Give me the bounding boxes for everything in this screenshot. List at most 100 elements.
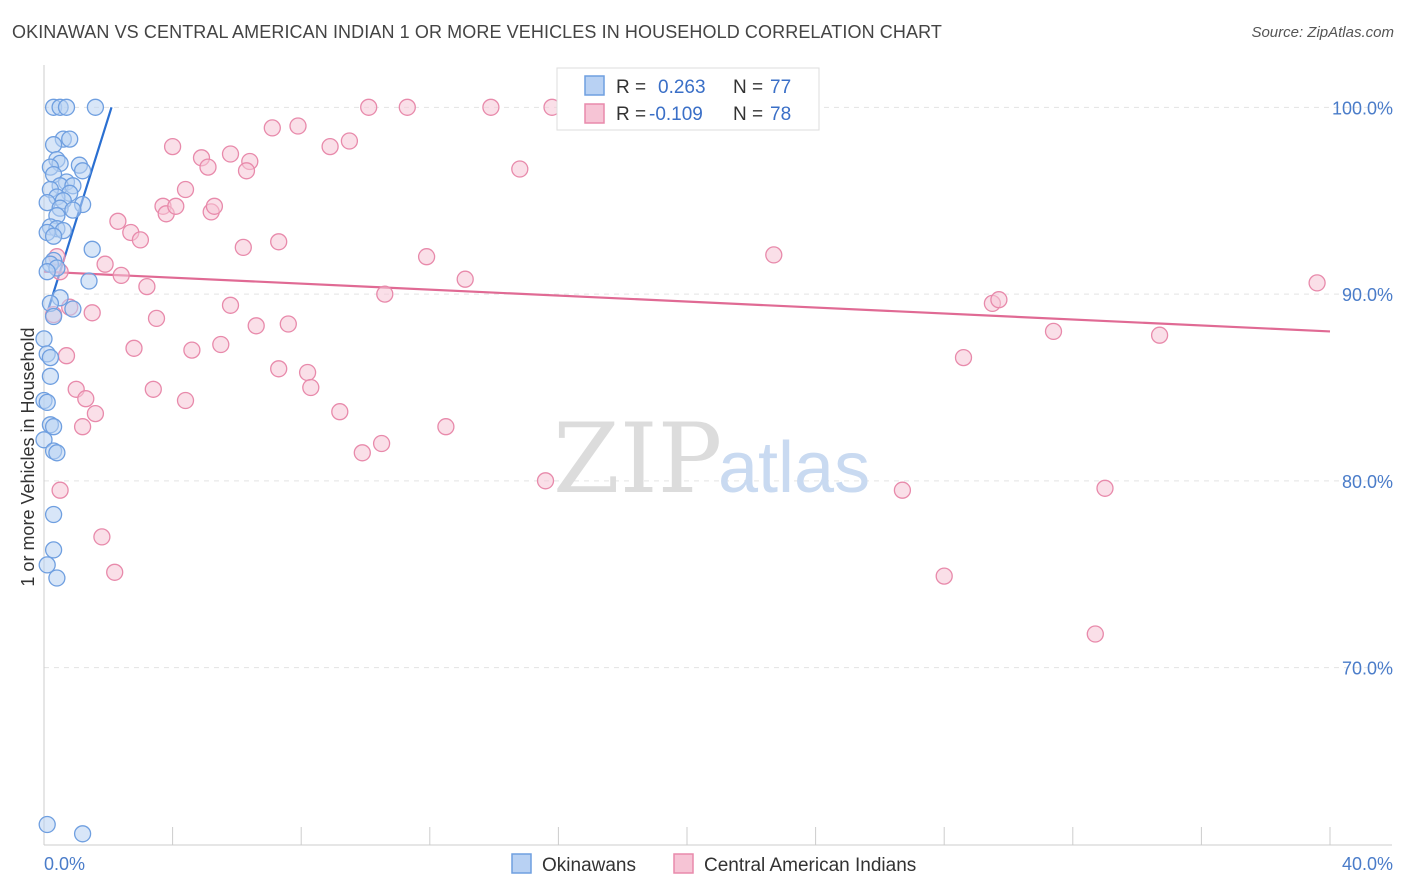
central-american-indian-point <box>270 360 288 378</box>
central-american-indian-point <box>302 378 320 397</box>
central-american-indian-point <box>83 304 101 322</box>
central-american-indian-point <box>163 137 182 156</box>
central-american-indian-point <box>96 255 114 273</box>
central-american-indian-point <box>376 285 394 303</box>
okinawan-point <box>38 556 56 574</box>
central-american-indian-point <box>183 341 201 359</box>
central-american-indian-point <box>86 404 105 423</box>
central-american-indian-point <box>321 137 339 156</box>
stats-r-value-2: -0.109 <box>649 104 703 125</box>
watermark-atlas: atlas <box>718 428 870 508</box>
central-american-indian-point <box>456 270 474 288</box>
central-american-indian-point <box>1096 479 1114 497</box>
stats-n-label-1: N = <box>733 77 763 98</box>
stats-r-label-1: R = <box>616 77 646 98</box>
okinawan-point <box>44 307 63 326</box>
okinawan-point <box>35 330 53 348</box>
central-american-indian-point <box>954 348 973 367</box>
central-american-indian-point <box>93 528 111 546</box>
gridlines <box>44 106 1392 669</box>
data-points <box>35 98 1326 843</box>
okinawan-point <box>64 300 82 318</box>
okinawan-point <box>73 162 92 180</box>
central-american-indian-point <box>263 119 281 137</box>
okinawan-point <box>44 505 63 524</box>
central-american-indian-point <box>279 315 297 333</box>
central-american-indian-point <box>340 132 359 150</box>
central-american-indian-point <box>112 266 130 285</box>
central-american-indian-point <box>176 180 195 199</box>
central-american-indian-point <box>234 238 252 257</box>
legend-swatch-okinawans <box>511 853 532 874</box>
watermark: ZIP atlas <box>553 403 870 515</box>
central-american-indian-point <box>935 567 953 585</box>
central-american-indian-point <box>176 391 195 410</box>
okinawan-point <box>57 98 76 116</box>
central-american-indian-point <box>298 363 317 382</box>
central-american-indian-point <box>360 98 378 116</box>
okinawan-point <box>44 136 63 154</box>
okinawan-point <box>41 348 60 367</box>
central-american-indian-point <box>372 434 391 453</box>
central-american-indian-point <box>125 339 143 357</box>
stats-n-label-2: N = <box>733 104 763 125</box>
central-american-indian-point <box>247 317 265 335</box>
central-american-indian-point <box>990 291 1008 309</box>
y-tick-label: 80.0% <box>1342 472 1393 492</box>
central-american-indian-point <box>417 248 436 266</box>
stats-r-value-1: 0.263 <box>658 77 706 98</box>
x-tick-label: 0.0% <box>44 854 85 874</box>
central-american-indian-point <box>237 162 256 180</box>
central-american-indian-point <box>893 481 912 499</box>
y-axis-label: 1 or more Vehicles in Household <box>18 327 38 586</box>
central-american-indian-point <box>138 277 156 296</box>
central-american-indian-point <box>109 212 127 230</box>
stats-r-label-2: R = <box>616 104 646 125</box>
central-american-indian-point <box>536 472 555 490</box>
central-american-indian-point <box>205 197 224 215</box>
central-american-indian-point <box>1150 326 1169 344</box>
stats-legend: R = 0.263 N = 77 R = -0.109 N = 78 <box>556 67 820 131</box>
stats-n-value-1: 77 <box>770 77 791 98</box>
central-american-indian-point <box>511 160 529 178</box>
central-american-indian-trend-line <box>43 270 1331 333</box>
okinawan-point <box>44 541 63 559</box>
series-legend: Okinawans Central American Indians <box>511 853 916 876</box>
okinawan-point <box>86 98 105 116</box>
central-american-indian-point <box>51 481 69 499</box>
central-american-indian-point <box>77 390 95 408</box>
okinawan-point <box>38 393 56 412</box>
source-credit: Source: ZipAtlas.com <box>1251 24 1394 41</box>
okinawan-point <box>73 825 92 843</box>
watermark-zip: ZIP <box>553 403 722 515</box>
okinawan-point <box>83 240 101 258</box>
okinawan-point <box>38 815 56 834</box>
central-american-indian-point <box>144 380 162 398</box>
okinawan-point <box>61 130 79 148</box>
x-tick-labels: 0.0% 40.0% <box>44 854 1393 874</box>
central-american-indian-point <box>437 418 455 436</box>
central-american-indian-point <box>331 403 349 421</box>
chart-title: OKINAWAN VS CENTRAL AMERICAN INDIAN 1 OR… <box>12 22 942 42</box>
axes <box>43 65 1392 846</box>
okinawan-point <box>35 431 53 449</box>
okinawan-point <box>44 418 63 436</box>
central-american-indian-point <box>482 98 500 116</box>
central-american-indian-point <box>221 296 240 314</box>
trend-lines <box>43 107 1331 333</box>
central-american-indian-point <box>73 418 92 436</box>
okinawan-point <box>41 367 60 385</box>
central-american-indian-point <box>398 98 416 116</box>
central-american-indian-point <box>1044 322 1063 341</box>
legend-label-central-american-indians: Central American Indians <box>704 855 916 876</box>
okinawan-point <box>64 201 82 219</box>
central-american-indian-point <box>221 145 240 163</box>
central-american-indian-point <box>147 309 166 328</box>
legend-label-okinawans: Okinawans <box>542 855 636 876</box>
stats-n-value-2: 78 <box>770 104 791 125</box>
x-tick-label: 40.0% <box>1342 854 1393 874</box>
central-american-indian-point <box>212 335 230 354</box>
y-tick-label: 90.0% <box>1342 285 1393 305</box>
central-american-indian-point <box>131 231 150 249</box>
